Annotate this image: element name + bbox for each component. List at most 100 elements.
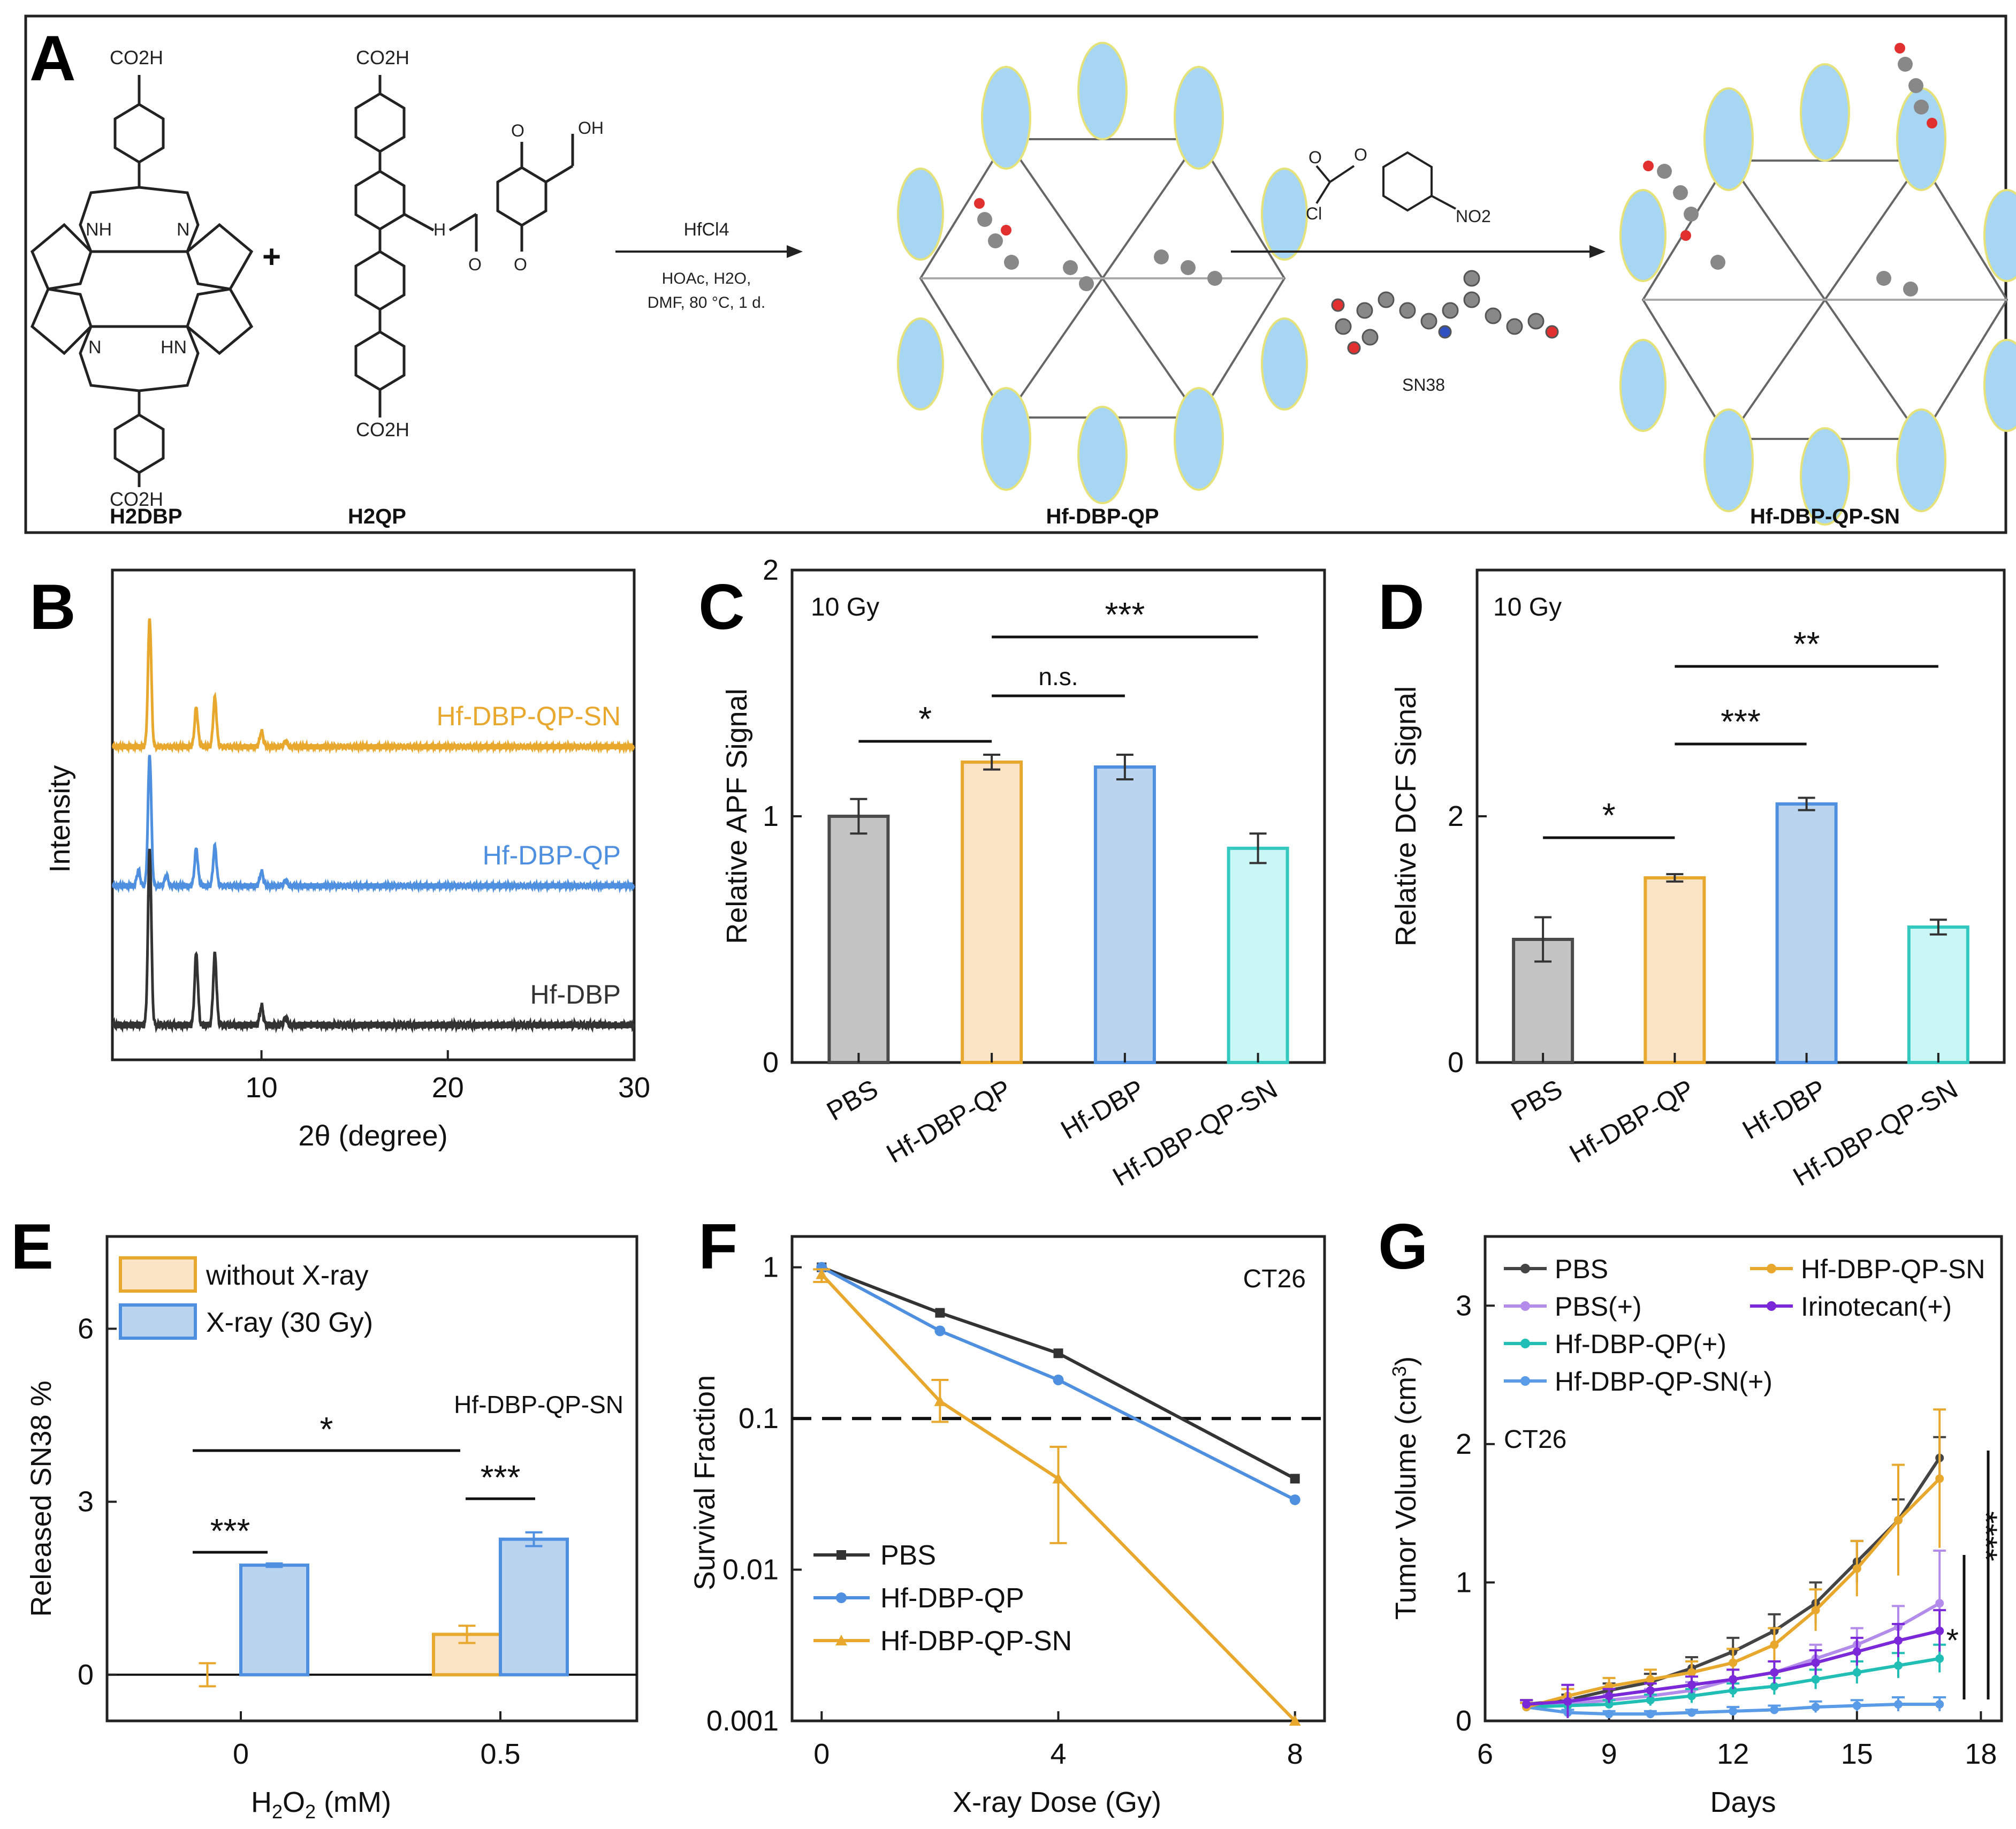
panel-b-xrd-chart: Hf-DBP-QP-SN Hf-DBP-QP Hf-DBP 10 20 30 2θ (d… [44, 568, 650, 1152]
plus-sign: + [262, 239, 281, 275]
g-marker-5-8 [1852, 1647, 1861, 1656]
reaction-arrow-1-head [787, 245, 803, 258]
d-ytick-label-0: 0 [1448, 1046, 1464, 1079]
panel-letter-b: B [29, 571, 76, 643]
panel-f-survival-chart: 1 0.1 0.01 0.001 0 4 8 PBS Hf-DBP-QP Hf-DBP-QP-SN… [689, 1235, 1326, 1818]
h2qp-name: H2QP [348, 505, 406, 528]
nitro-label: NO2 [1456, 207, 1491, 226]
c-ytick-label-0: 0 [763, 1046, 779, 1079]
g-marker-2-5 [1729, 1686, 1738, 1695]
g-marker-3-4 [1687, 1708, 1696, 1717]
g-marker-2-6 [1770, 1682, 1779, 1691]
d-sig-label-0: * [1602, 796, 1616, 834]
e-legend-swatch-0 [119, 1256, 197, 1293]
h2dbp-name: H2DBP [110, 505, 182, 528]
f-legend-marker-0 [836, 1550, 846, 1560]
f-marker-1-3 [1289, 1494, 1300, 1505]
g-marker-5-2 [1604, 1691, 1614, 1701]
g-legend-label-0: PBS [1555, 1254, 1608, 1284]
d-annotation: 10 Gy [1493, 593, 1562, 621]
n-label-2: N [88, 337, 102, 358]
e-xlabel: H2O2 (mM) [251, 1786, 391, 1823]
c-bar-0 [827, 815, 890, 1064]
panel-letter-g: G [1378, 1211, 1428, 1282]
g-marker-2-7 [1811, 1675, 1820, 1684]
panel-letter-f: F [698, 1211, 737, 1282]
c-ylabel: Relative APF Signal [721, 688, 753, 944]
f-xtick-label-0: 0 [813, 1738, 830, 1770]
amide-nh-label: H [433, 220, 446, 239]
d-ylabel: Relative DCF Signal [1390, 686, 1422, 946]
f-ylabel: Survival Fraction [689, 1375, 721, 1590]
g-legend-label-5: Irinotecan(+) [1801, 1292, 1952, 1322]
f-ytick-label-3: 0.001 [706, 1705, 779, 1737]
b-series-line-2 [111, 848, 636, 1034]
b-series-label-1: Hf-DBP-QP [483, 840, 621, 870]
g-marker-3-9 [1894, 1699, 1903, 1709]
b-series-line-0 [111, 618, 635, 755]
g-frame [1484, 1235, 2003, 1722]
f-marker-1-2 [1053, 1375, 1064, 1386]
g-marker-3-8 [1852, 1701, 1861, 1710]
g-marker-5-5 [1729, 1675, 1738, 1684]
panel-letter-d: D [1378, 571, 1425, 643]
e-ylabel: Released SN38 % [25, 1380, 57, 1616]
b-series-label-2: Hf-DBP [530, 980, 621, 1010]
hf-dbp-qp-sn-name: Hf-DBP-QP-SN [1750, 505, 1900, 528]
f-legend-label-0: PBS [880, 1540, 936, 1571]
f-legend-label-1: Hf-DBP-QP [880, 1583, 1024, 1614]
c-sig-label-2: *** [1105, 595, 1145, 634]
f-legend-marker-1 [836, 1592, 847, 1603]
g-legend-label-1: PBS(+) [1555, 1292, 1642, 1322]
g-marker-5-4 [1687, 1680, 1696, 1689]
b-xtick-label-1: 20 [432, 1072, 464, 1104]
reaction-arrow-2-head [1589, 245, 1606, 258]
g-xtick-label-4: 18 [1965, 1738, 1997, 1770]
e-legend-label-1: X-ray (30 Gy) [206, 1307, 373, 1338]
c-ytick-label-1: 1 [763, 800, 779, 832]
f-ytick-label-0: 1 [763, 1251, 779, 1284]
e-ytick-label-2: 6 [78, 1312, 94, 1345]
g-ytick-label-1: 1 [1456, 1566, 1472, 1598]
g-marker-2-2 [1604, 1699, 1614, 1709]
g-marker-5-6 [1770, 1668, 1779, 1677]
g-marker-4-4 [1687, 1668, 1696, 1677]
b-ylabel: Intensity [44, 765, 76, 872]
panel-letter-c: C [698, 571, 745, 643]
hn-label: HN [161, 337, 187, 358]
nh-label: NH [86, 219, 112, 240]
c-xtick-label-0: PBS [821, 1074, 883, 1127]
panel-a-scheme: CO2H NH N N HN CO2H H2DBP + CO2H [24, 14, 2016, 534]
sn38-structure [1331, 270, 1559, 355]
b-series-line-1 [111, 755, 635, 894]
panel-letter-e: E [11, 1211, 54, 1282]
g-marker-4-6 [1770, 1640, 1779, 1649]
c-ytick-label-2: 2 [763, 554, 779, 586]
g-marker-5-0 [1522, 1699, 1531, 1709]
c-bar-1 [961, 760, 1023, 1065]
f-annotation: CT26 [1243, 1265, 1306, 1293]
e-sig-label-0: *** [210, 1512, 250, 1550]
g-marker-2-10 [1935, 1654, 1944, 1663]
g-ylabel: Tumor Volume (cm3) [1388, 1356, 1422, 1620]
g-legend-label-3: Hf-DBP-QP-SN(+) [1555, 1367, 1772, 1397]
d-xtick-label-2: Hf-DBP [1737, 1074, 1831, 1145]
c-annotation: 10 Gy [811, 593, 879, 621]
g-annotation: CT26 [1504, 1425, 1566, 1454]
g-marker-2-8 [1852, 1668, 1861, 1677]
c-xtick-label-2: Hf-DBP [1056, 1074, 1150, 1145]
f-ytick-label-2: 0.01 [722, 1554, 779, 1586]
c-xtick-label-1: Hf-DBP-QP [881, 1074, 1016, 1169]
g-legend-marker-1 [1520, 1301, 1530, 1311]
methoxy-o-1: O [511, 121, 524, 140]
e-legend-swatch-1 [119, 1303, 197, 1340]
g-marker-5-1 [1563, 1697, 1572, 1706]
b-xlabel: 2θ (degree) [298, 1120, 447, 1152]
b-frame [111, 568, 636, 1061]
f-ytick-label-1: 0.1 [739, 1402, 779, 1435]
g-marker-5-3 [1646, 1686, 1655, 1695]
g-ytick-label-2: 2 [1456, 1428, 1472, 1460]
